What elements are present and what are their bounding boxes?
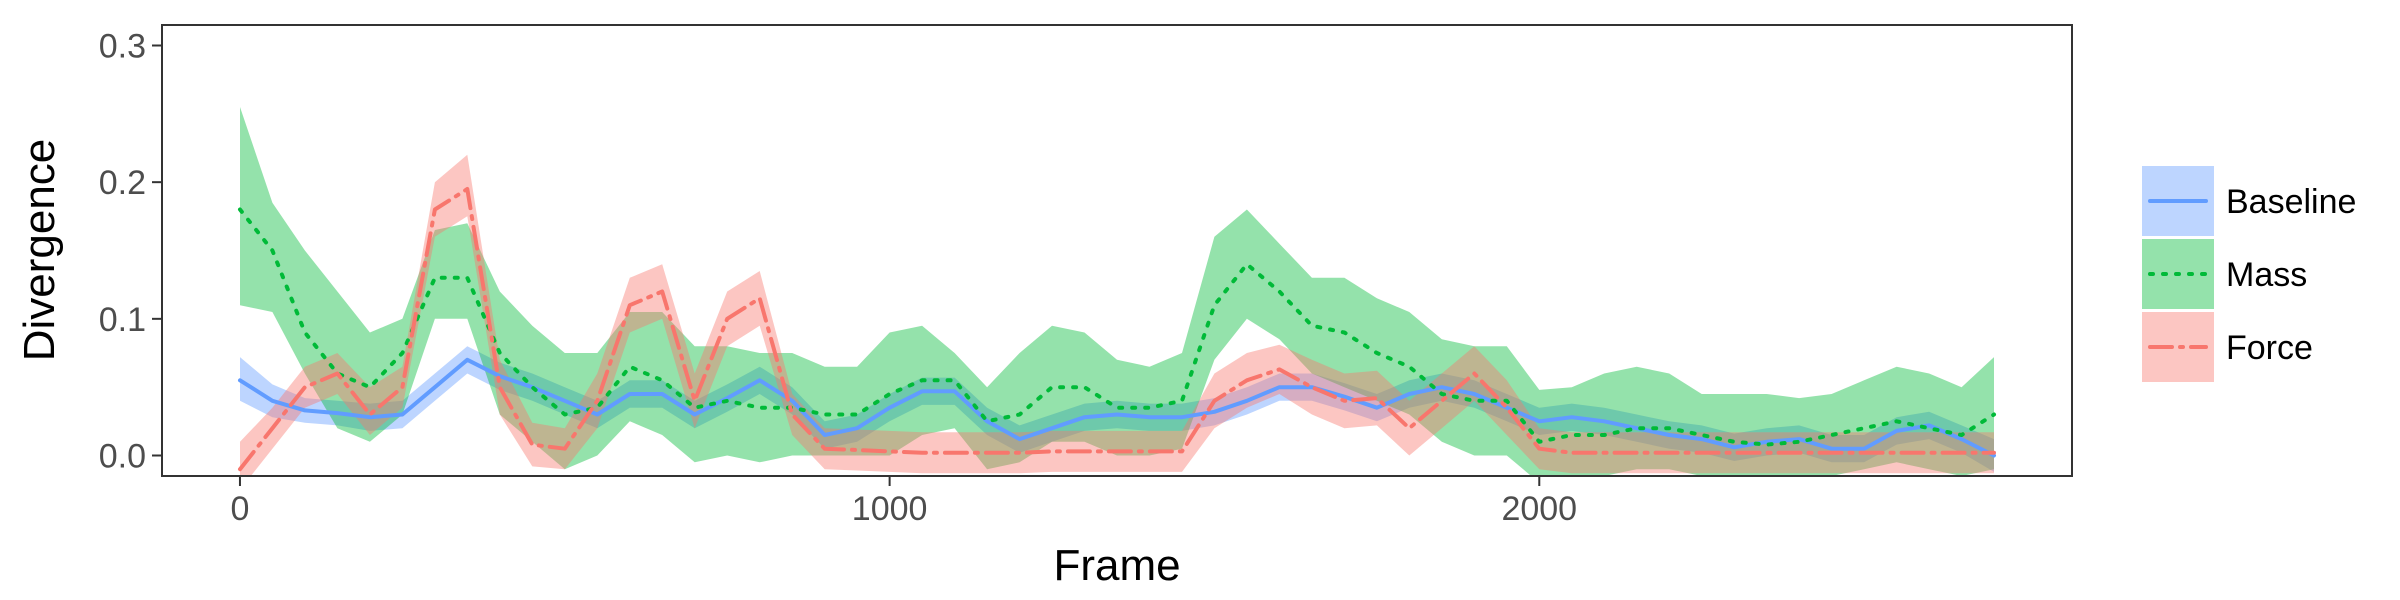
y-tick-label: 0.3 (99, 28, 146, 66)
legend-label-force: Force (2226, 329, 2313, 367)
x-axis-title: Frame (1053, 541, 1180, 590)
plot-border (161, 24, 2073, 477)
y-tick-label: 0.1 (99, 301, 146, 339)
confidence-band-mass (240, 107, 1994, 476)
y-tick-label: 0.0 (99, 438, 146, 476)
legend-label-baseline: Baseline (2226, 183, 2356, 221)
y-axis-title: Divergence (15, 139, 64, 362)
x-tick-label: 0 (230, 490, 249, 528)
legend: Baseline Mass Force (2142, 166, 2356, 382)
series-line-force (238, 187, 1996, 472)
legend-label-mass: Mass (2226, 256, 2307, 294)
confidence-band-baseline (240, 346, 1994, 472)
y-tick-label: 0.2 (99, 164, 146, 202)
plot-background (162, 25, 2072, 476)
series-line-mass (238, 207, 1996, 447)
x-tick-label: 1000 (852, 490, 928, 528)
x-tick-label: 2000 (1501, 490, 1577, 528)
